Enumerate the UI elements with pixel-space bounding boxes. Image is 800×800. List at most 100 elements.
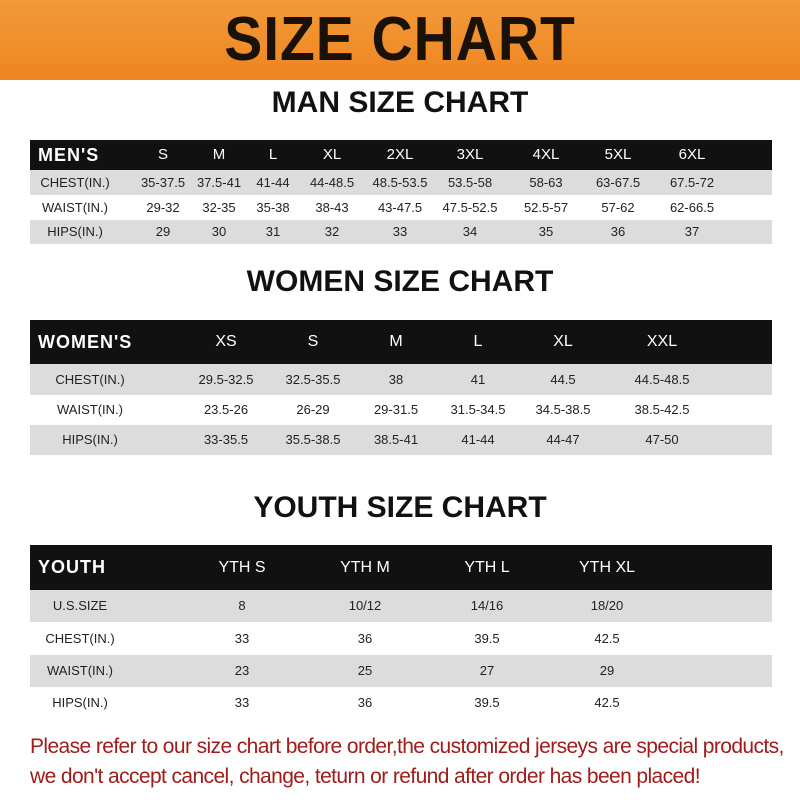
table-cell: 33	[234, 631, 250, 646]
table-cell: 53.5-58	[447, 175, 493, 190]
table-cell: 36	[357, 695, 373, 710]
table-cell: 25	[357, 663, 373, 678]
table-cell: 42.5	[594, 631, 620, 646]
table-cell: 47-50	[645, 432, 679, 447]
table-row: WAIST(IN.) 29-32 32-35 35-38 38-43 43-47.5 47.…	[30, 195, 772, 220]
table-row: CHEST(IN.) 33 36 39.5 42.5	[30, 622, 772, 655]
table-cell: 63-67.5	[595, 175, 641, 190]
table-cell: 33	[392, 224, 408, 239]
table-row: HIPS(IN.) 33 36 39.5 42.5	[30, 687, 772, 718]
table-category-label: WOMEN'S	[38, 332, 133, 352]
size-chart-banner: SIZE CHART	[0, 0, 800, 80]
table-cell: 33	[234, 695, 250, 710]
table-cell: 29	[155, 224, 171, 239]
size-column-header: XS	[215, 333, 237, 350]
measurement-label: HIPS(IN.)	[52, 695, 108, 710]
table-cell: 35-38	[256, 200, 290, 215]
table-row: WAIST(IN.) 23.5-26 26-29 29-31.5 31.5-34.5 34…	[30, 395, 772, 425]
table-cell: 32.5-35.5	[285, 372, 341, 387]
measurement-label: WAIST(IN.)	[47, 663, 113, 678]
size-column-header: L	[473, 333, 483, 350]
table-cell: 36	[357, 631, 373, 646]
table-cell: 58-63	[529, 175, 563, 190]
table-cell: 34.5-38.5	[535, 402, 591, 417]
table-category-label: YOUTH	[38, 557, 106, 577]
table-cell: 31.5-34.5	[450, 402, 506, 417]
men-header-row: MEN'S S M L XL 2XL 3XL 4XL 5XL 6XL	[30, 140, 772, 170]
table-cell: 14/16	[470, 598, 504, 613]
table-cell: 33-35.5	[203, 432, 249, 447]
table-cell: 39.5	[474, 631, 500, 646]
table-category-label: MEN'S	[38, 145, 100, 165]
table-cell: 41-44	[461, 432, 495, 447]
measurement-label: HIPS(IN.)	[62, 432, 118, 447]
size-column-header: M	[389, 333, 403, 350]
table-cell: 35	[538, 224, 554, 239]
table-cell: 37.5-41	[196, 175, 242, 190]
table-cell: 52.5-57	[523, 200, 569, 215]
youth-header-row: YOUTH YTH S YTH M YTH L YTH XL	[30, 545, 772, 590]
measurement-label: CHEST(IN.)	[45, 631, 115, 646]
table-cell: 41	[470, 372, 486, 387]
table-cell: 32-35	[202, 200, 236, 215]
table-cell: 48.5-53.5	[372, 175, 428, 190]
table-cell: 44.5-48.5	[634, 372, 690, 387]
table-cell: 35.5-38.5	[285, 432, 341, 447]
table-cell: 8	[238, 598, 246, 613]
size-column-header: 5XL	[604, 146, 632, 163]
size-column-header: 6XL	[678, 146, 706, 163]
table-cell: 34	[462, 224, 478, 239]
men-size-table: MEN'S S M L XL 2XL 3XL 4XL 5XL 6XL CHEST(IN.) 35-37…	[30, 140, 772, 244]
table-cell: 41-44	[256, 175, 290, 190]
measurement-label: WAIST(IN.)	[57, 402, 123, 417]
notice-line-1: Please refer to our size chart before or…	[30, 735, 784, 758]
table-cell: 26-29	[296, 402, 330, 417]
table-cell: 62-66.5	[669, 200, 715, 215]
table-cell: 32	[324, 224, 340, 239]
table-cell: 29	[599, 663, 615, 678]
table-cell: 44-47	[546, 432, 580, 447]
size-column-header: YTH XL	[578, 559, 636, 576]
table-cell: 31	[265, 224, 281, 239]
table-row: WAIST(IN.) 23 25 27 29	[30, 655, 772, 687]
table-cell: 29-31.5	[373, 402, 419, 417]
table-cell: 44.5	[550, 372, 576, 387]
table-cell: 38.5-42.5	[634, 402, 690, 417]
measurement-label: U.S.SIZE	[52, 598, 108, 613]
size-column-header: YTH L	[464, 559, 510, 576]
size-column-header: XL	[553, 333, 573, 350]
notice-line-2: we don't accept cancel, change, teturn o…	[30, 765, 701, 788]
measurement-label: CHEST(IN.)	[40, 175, 110, 190]
size-column-header: XXL	[646, 333, 678, 350]
size-column-header: XL	[322, 146, 342, 163]
size-column-header: M	[212, 146, 226, 163]
table-cell: 43-47.5	[377, 200, 423, 215]
main-title: SIZE CHART	[224, 5, 576, 74]
table-cell: 29.5-32.5	[198, 372, 254, 387]
table-row: HIPS(IN.) 33-35.5 35.5-38.5 38.5-41 41-44 44-…	[30, 425, 772, 455]
measurement-label: CHEST(IN.)	[55, 372, 125, 387]
table-row: U.S.SIZE 8 10/12 14/16 18/20	[30, 590, 772, 622]
size-column-header: 3XL	[456, 146, 484, 163]
table-cell: 37	[684, 224, 700, 239]
size-column-header: YTH S	[218, 559, 266, 576]
size-column-header: S	[157, 146, 169, 163]
women-header-row: WOMEN'S XS S M L XL XXL	[30, 320, 772, 364]
youth-size-table: YOUTH YTH S YTH M YTH L YTH XL U.S.SIZE 8 10/12…	[30, 545, 772, 718]
men-section-title: MAN SIZE CHART	[271, 86, 529, 119]
table-row: CHEST(IN.) 35-37.5 37.5-41 41-44 44-48.5 48.5…	[30, 170, 772, 195]
table-cell: 57-62	[601, 200, 635, 215]
table-cell: 38	[388, 372, 404, 387]
table-cell: 39.5	[474, 695, 500, 710]
table-cell: 23.5-26	[203, 402, 249, 417]
table-cell: 30	[211, 224, 227, 239]
table-cell: 47.5-52.5	[442, 200, 498, 215]
size-column-header: L	[268, 146, 278, 163]
table-cell: 18/20	[590, 598, 624, 613]
size-column-header: 4XL	[532, 146, 560, 163]
table-row: CHEST(IN.) 29.5-32.5 32.5-35.5 38 41 44.5 44.5…	[30, 364, 772, 395]
table-cell: 29-32	[146, 200, 180, 215]
table-cell: 67.5-72	[669, 175, 715, 190]
table-cell: 23	[234, 663, 250, 678]
women-section-title: WOMEN SIZE CHART	[246, 265, 554, 298]
